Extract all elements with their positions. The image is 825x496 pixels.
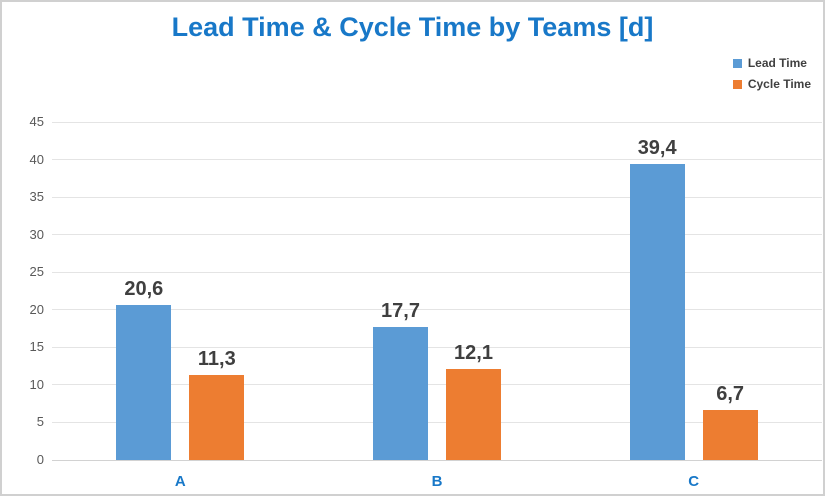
gridline-25 [52, 271, 822, 273]
y-tick-label-35: 35 [29, 189, 44, 205]
legend-item-lead-time: Lead Time [732, 56, 811, 70]
legend: Lead Time Cycle Time [732, 56, 811, 91]
category-label-c: C [688, 473, 700, 490]
y-tick-label-10: 10 [29, 376, 44, 392]
bar-value-cycle-time-b: 12,1 [454, 342, 493, 365]
gridline-5 [52, 421, 822, 423]
legend-item-cycle-time: Cycle Time [732, 77, 811, 91]
bar-value-cycle-time-a: 11,3 [197, 348, 236, 371]
y-tick-label-40: 40 [29, 151, 44, 167]
gridline-10 [52, 384, 822, 386]
gridline-20 [52, 309, 822, 311]
bar-lead-time-a [116, 305, 172, 460]
legend-label-lead-time: Lead Time [747, 56, 807, 70]
gridline-45 [52, 121, 822, 123]
bar-lead-time-c [629, 164, 685, 460]
legend-label-cycle-time: Cycle Time [747, 77, 811, 91]
plot-area: 0 5 10 15 20 25 30 35 40 45 20,6 11,3 A 17,7 12,1 B 39,4… [30, 114, 822, 490]
gridline-15 [52, 346, 822, 348]
chart-title: Lead Time & Cycle Time by Teams [d] [171, 12, 654, 42]
bar-cycle-time-b [446, 369, 501, 460]
bar-cycle-time-c [702, 409, 758, 460]
y-tick-label-0: 0 [36, 452, 44, 467]
gridline-0 [52, 459, 822, 461]
bar-lead-time-b [373, 327, 428, 460]
gridline-30 [52, 234, 822, 236]
y-tick-label-5: 5 [36, 414, 44, 430]
gridline-40 [52, 159, 822, 161]
legend-swatch-lead-time-icon [732, 58, 742, 68]
bar-value-lead-time-c: 39,4 [637, 137, 677, 160]
bar-value-lead-time-b: 17,7 [381, 300, 420, 323]
gridline-35 [52, 196, 822, 198]
y-tick-label-45: 45 [29, 114, 44, 129]
bar-value-cycle-time-c: 6,7 [716, 382, 745, 405]
legend-swatch-cycle-time-icon [732, 79, 742, 89]
y-tick-label-30: 30 [29, 226, 44, 242]
y-tick-label-25: 25 [29, 264, 44, 280]
bar-value-lead-time-a: 20,6 [124, 278, 164, 301]
y-tick-label-15: 15 [29, 339, 44, 355]
bar-cycle-time-a [189, 375, 245, 460]
category-label-b: B [431, 473, 443, 490]
category-label-a: A [174, 473, 186, 490]
y-tick-label-20: 20 [29, 301, 44, 317]
